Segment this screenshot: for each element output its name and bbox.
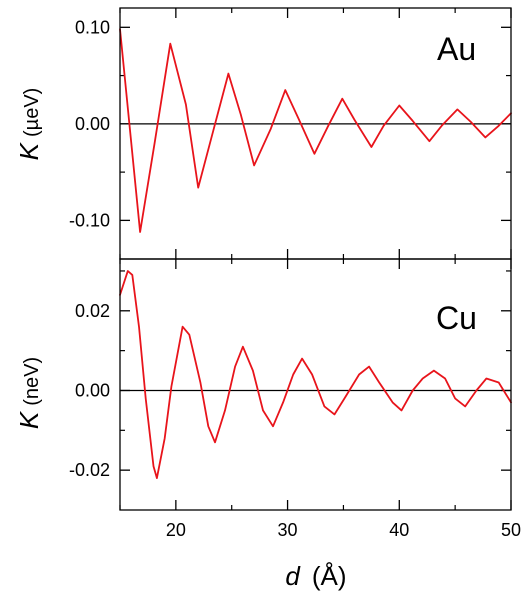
series-line-cu	[119, 270, 512, 480]
y-axis-label-au: K (µeV)	[14, 88, 44, 161]
y-tick-label-au: 0.00	[75, 114, 110, 134]
panel-label-cu: Cu	[436, 300, 477, 336]
y-axis-unit-cu: (neV)	[21, 357, 43, 406]
panel-au: Au K (µeV) -0.10 0.00 0.10	[14, 7, 512, 260]
y-axis-symbol-cu: K	[14, 410, 44, 429]
y-tick-label-au: -0.10	[69, 210, 110, 230]
y-axis-symbol-au: K	[14, 141, 44, 160]
y-tick-label-au: 0.10	[75, 17, 110, 37]
x-tick-label: 50	[501, 520, 521, 540]
series-line-au	[119, 28, 512, 233]
x-axis-symbol: d	[285, 561, 301, 591]
panel-cu: Cu K (neV) d (Å) -0.02 0.00 0.02 20 30 40 50	[14, 258, 521, 591]
y-axis-unit-au: (µeV)	[21, 88, 43, 137]
x-tick-label: 30	[278, 520, 298, 540]
x-tick-label: 20	[166, 520, 186, 540]
y-axis-label-cu: K (neV)	[14, 357, 44, 429]
y-tick-label-cu: -0.02	[69, 460, 110, 480]
x-tick-label: 40	[389, 520, 409, 540]
y-tick-label-cu: 0.00	[75, 380, 110, 400]
plot-frame-cu	[119, 258, 512, 511]
x-axis-label: d (Å)	[285, 561, 346, 591]
panel-label-au: Au	[437, 31, 476, 67]
y-tick-label-cu: 0.02	[75, 301, 110, 321]
x-axis-unit: (Å)	[312, 561, 347, 591]
